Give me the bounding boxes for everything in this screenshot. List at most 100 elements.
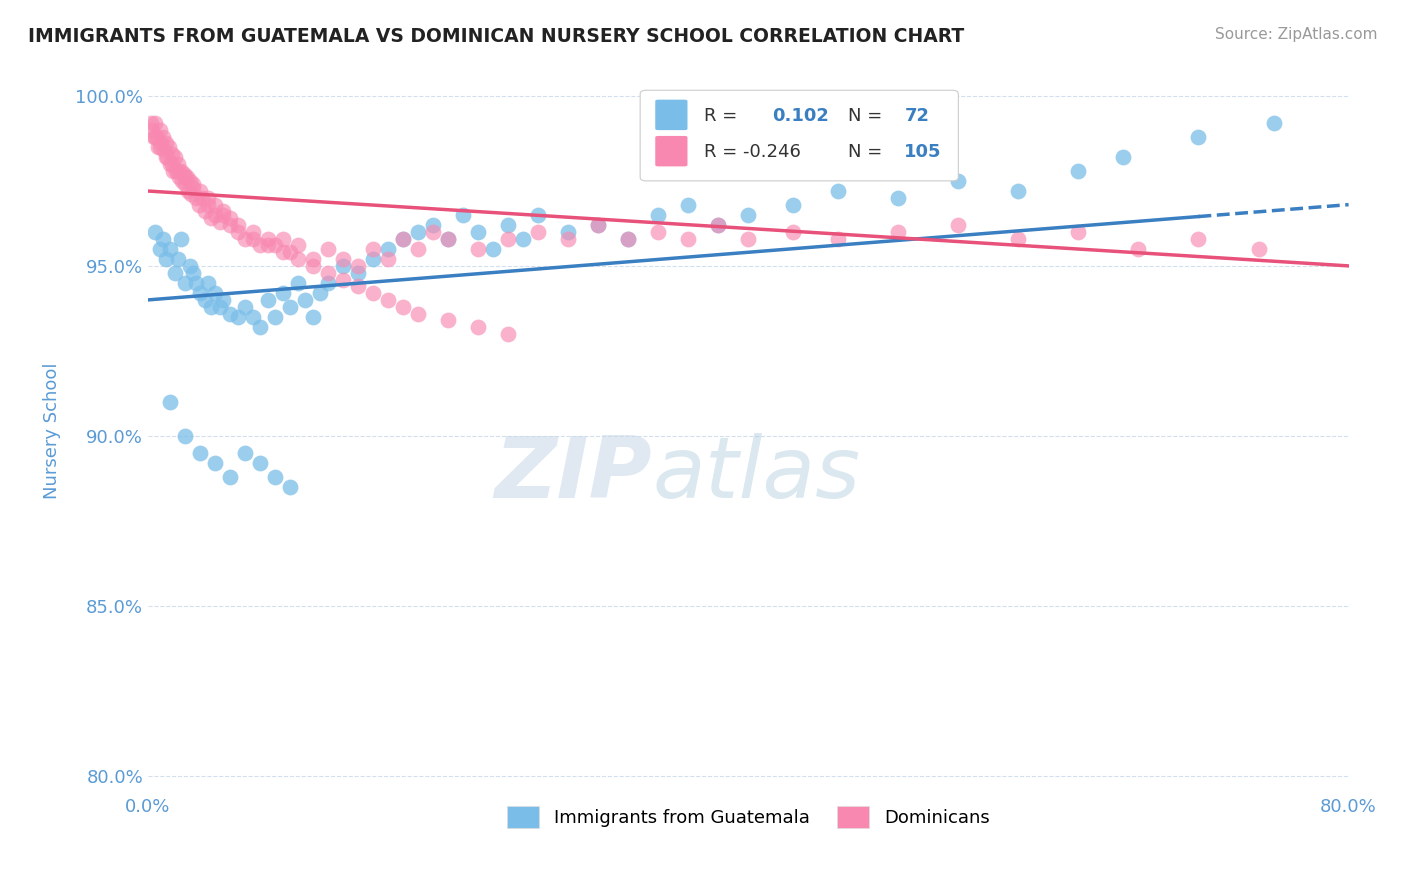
Point xyxy=(392,232,415,246)
Point xyxy=(149,122,172,136)
Point xyxy=(181,180,204,194)
Point xyxy=(153,143,176,157)
Point xyxy=(377,252,399,266)
Point xyxy=(782,225,804,239)
Point xyxy=(174,429,197,443)
Point xyxy=(451,208,474,222)
Point xyxy=(887,225,910,239)
Point xyxy=(159,395,181,409)
Point xyxy=(280,300,302,314)
Point xyxy=(406,242,429,256)
Point xyxy=(271,245,294,260)
Point xyxy=(437,232,460,246)
Point xyxy=(586,218,609,232)
Point xyxy=(226,218,249,232)
Point xyxy=(190,286,212,301)
Point xyxy=(212,293,235,307)
Point xyxy=(149,242,172,256)
Point xyxy=(157,140,180,154)
Point xyxy=(191,191,214,205)
Point xyxy=(235,300,257,314)
Point xyxy=(257,232,280,246)
Point xyxy=(160,157,183,171)
Point xyxy=(1112,150,1135,164)
Point xyxy=(309,286,332,301)
Point xyxy=(406,225,429,239)
Point xyxy=(172,174,194,188)
Point xyxy=(235,232,257,246)
Point xyxy=(737,232,759,246)
Text: R = -0.246: R = -0.246 xyxy=(704,143,800,161)
Point xyxy=(1187,129,1209,144)
Point xyxy=(316,266,339,280)
Point xyxy=(1007,232,1029,246)
Text: R =: R = xyxy=(704,107,737,125)
Point xyxy=(145,129,167,144)
Point xyxy=(156,150,179,164)
Point xyxy=(264,310,287,324)
Point xyxy=(184,191,207,205)
Point xyxy=(948,174,970,188)
Point xyxy=(361,242,384,256)
Y-axis label: Nursery School: Nursery School xyxy=(44,363,60,500)
Point xyxy=(437,232,460,246)
Point xyxy=(1263,116,1285,130)
Point xyxy=(377,293,399,307)
Point xyxy=(184,276,207,290)
Point xyxy=(707,218,730,232)
Point xyxy=(219,470,242,484)
Point xyxy=(155,252,177,266)
Point xyxy=(467,242,489,256)
Point xyxy=(167,252,190,266)
Point xyxy=(707,218,730,232)
Point xyxy=(271,232,294,246)
Point xyxy=(176,170,198,185)
Point xyxy=(162,163,184,178)
Point xyxy=(287,276,309,290)
Point xyxy=(1128,242,1150,256)
Point xyxy=(219,306,242,320)
Point xyxy=(141,122,163,136)
Point xyxy=(165,163,187,178)
Point xyxy=(377,242,399,256)
Point xyxy=(557,232,579,246)
Point xyxy=(197,276,219,290)
Point xyxy=(647,208,669,222)
Point xyxy=(145,225,167,239)
Text: IMMIGRANTS FROM GUATEMALA VS DOMINICAN NURSERY SCHOOL CORRELATION CHART: IMMIGRANTS FROM GUATEMALA VS DOMINICAN N… xyxy=(28,27,965,45)
Point xyxy=(527,208,550,222)
Point xyxy=(179,174,201,188)
Point xyxy=(174,178,197,192)
Point xyxy=(167,163,190,178)
Point xyxy=(482,242,505,256)
Point xyxy=(170,232,193,246)
Point xyxy=(280,480,302,494)
Point xyxy=(167,157,190,171)
Point xyxy=(782,197,804,211)
Text: N =: N = xyxy=(848,143,882,161)
Text: 0.102: 0.102 xyxy=(772,107,830,125)
Point xyxy=(174,170,197,185)
Point xyxy=(179,259,201,273)
Point xyxy=(146,129,169,144)
Point xyxy=(422,225,444,239)
Point xyxy=(264,238,287,252)
Point xyxy=(204,286,226,301)
Point xyxy=(194,293,217,307)
Point xyxy=(142,129,165,144)
Point xyxy=(194,204,217,219)
Point xyxy=(173,167,195,181)
Text: Source: ZipAtlas.com: Source: ZipAtlas.com xyxy=(1215,27,1378,42)
Point xyxy=(316,242,339,256)
Point xyxy=(148,140,170,154)
Point xyxy=(676,197,699,211)
Point xyxy=(557,225,579,239)
Point xyxy=(467,320,489,334)
Point xyxy=(332,272,354,286)
Point xyxy=(190,446,212,460)
Point xyxy=(200,211,222,226)
Point xyxy=(149,140,172,154)
Point xyxy=(200,300,222,314)
Point xyxy=(159,242,181,256)
Point xyxy=(169,170,191,185)
